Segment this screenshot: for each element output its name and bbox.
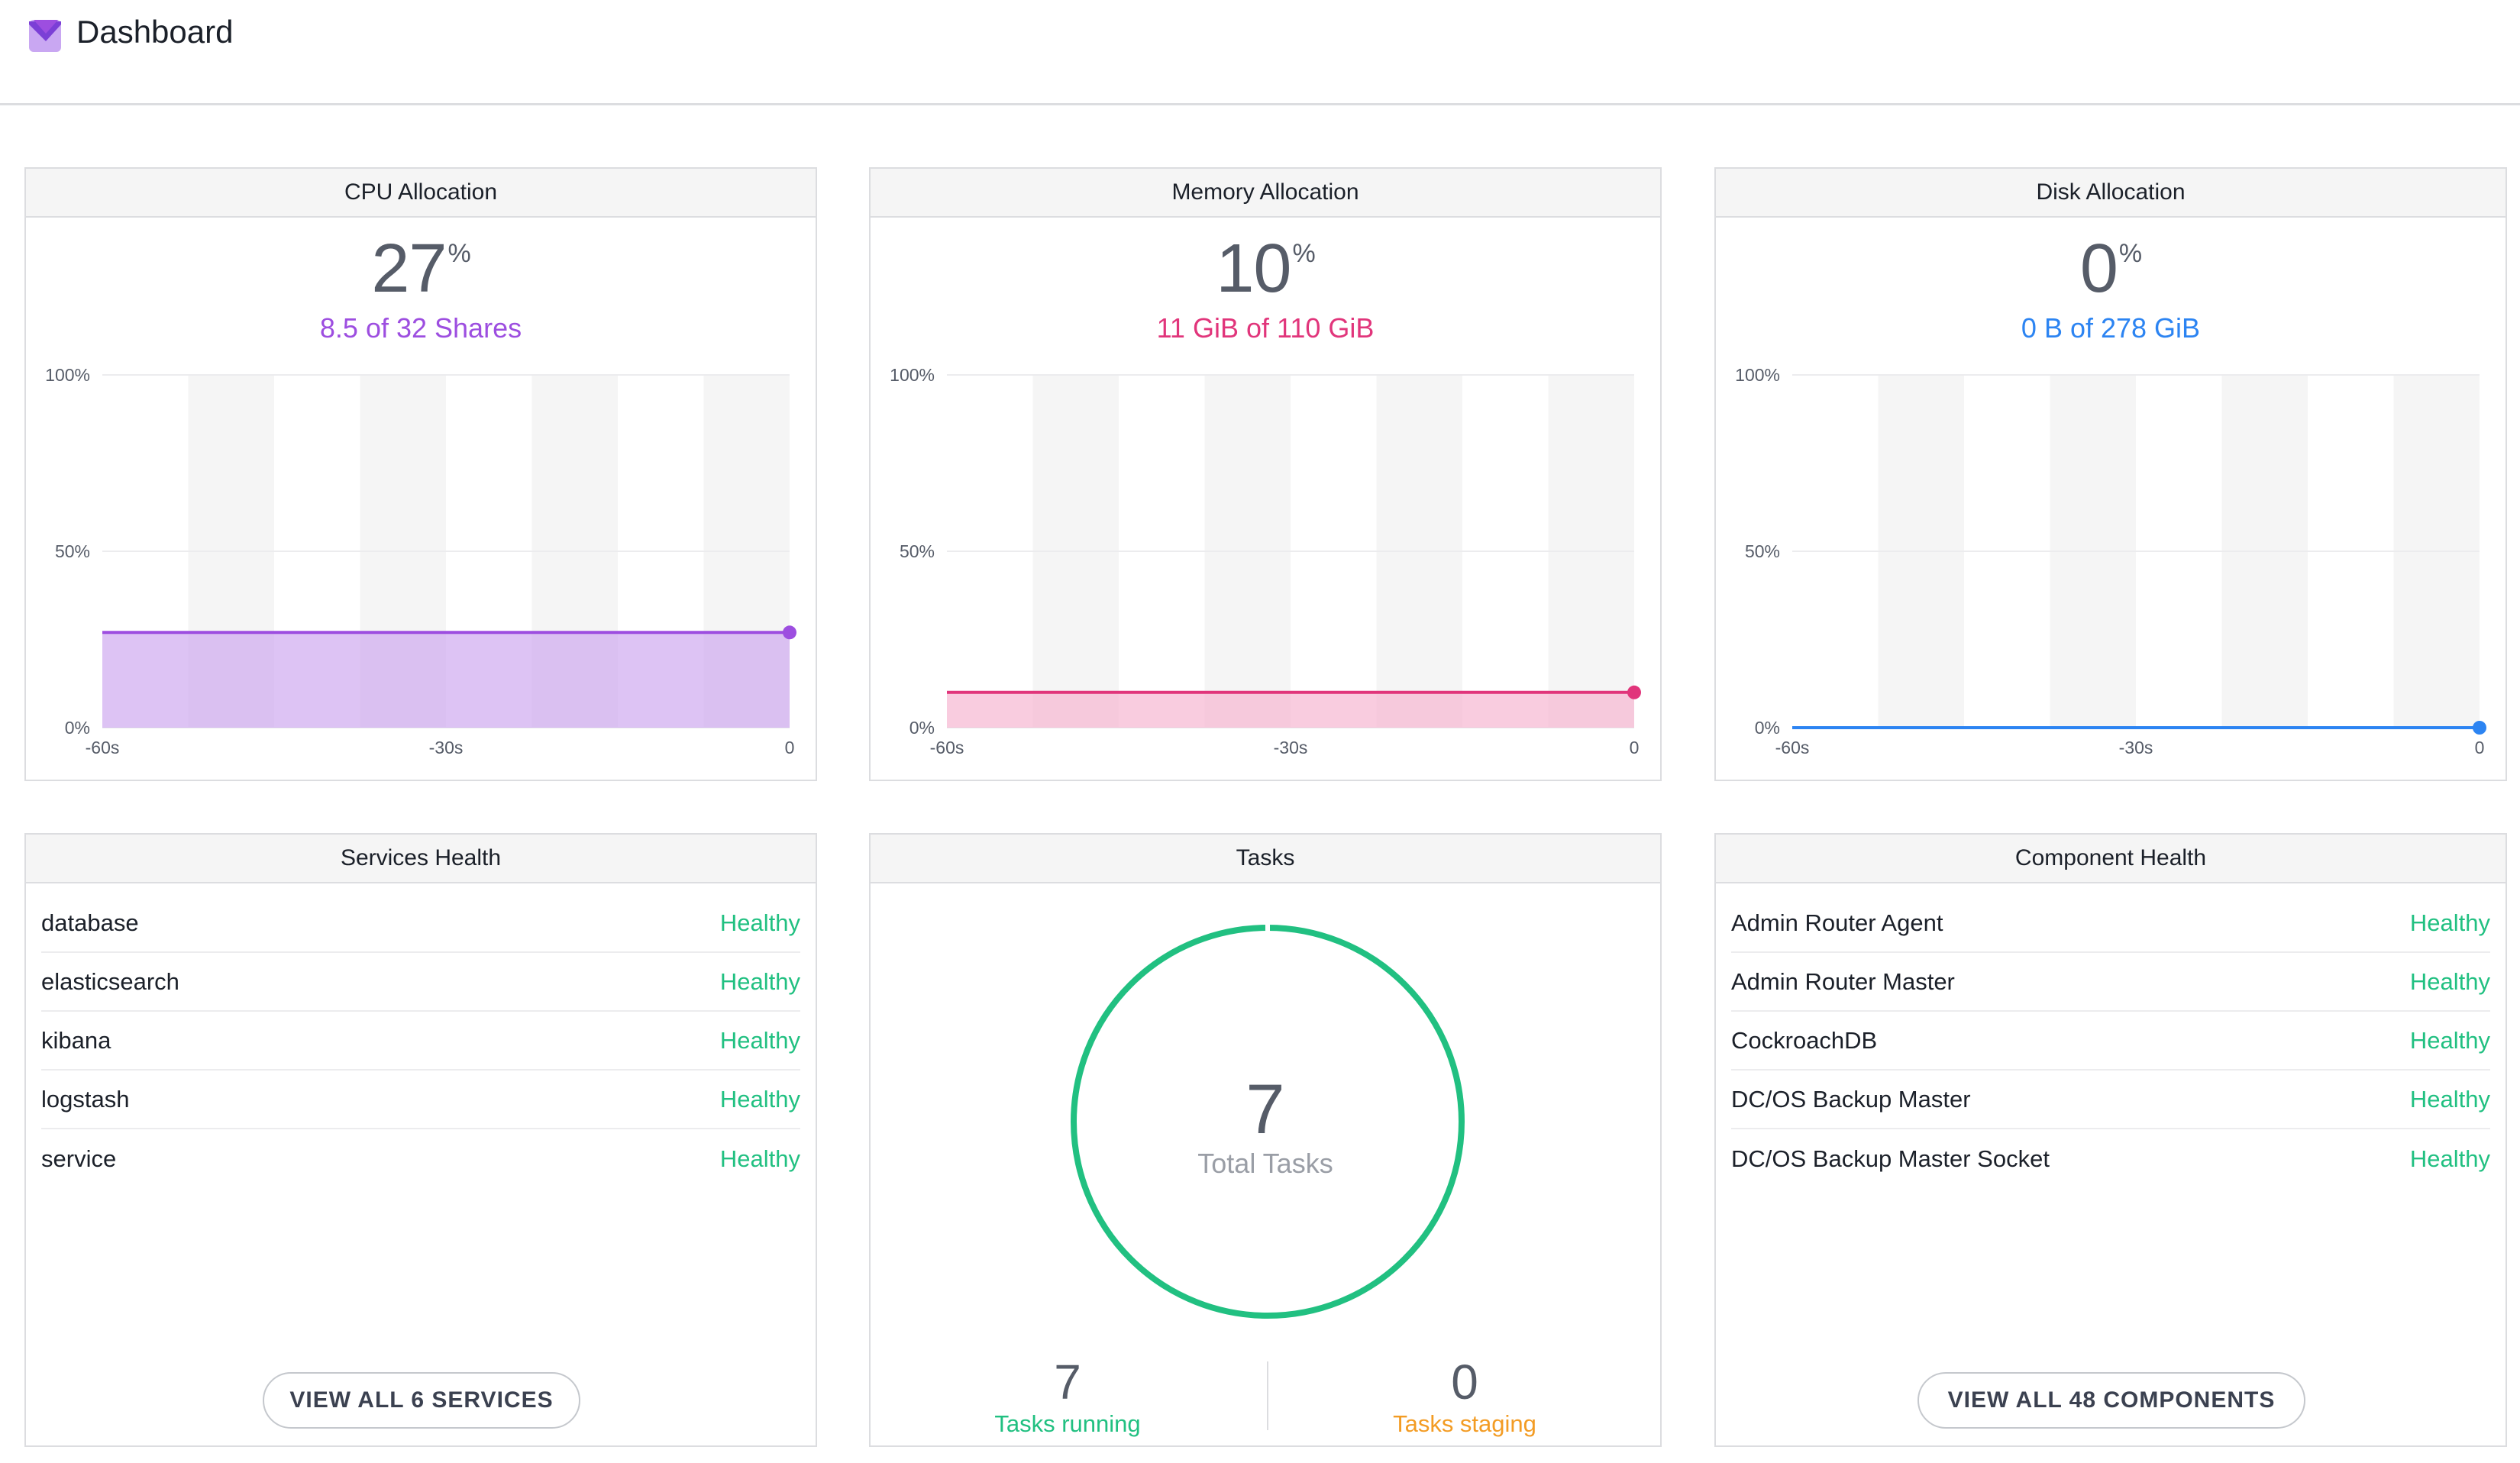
status-badge: Healthy bbox=[2409, 1085, 2490, 1113]
y-tick-label: 0% bbox=[65, 718, 90, 738]
list-item[interactable]: CockroachDB Healthy bbox=[1731, 1012, 2490, 1071]
status-badge: Healthy bbox=[2409, 909, 2490, 936]
memory-chart: 100% 50% 0%-60s -30s 0 bbox=[890, 365, 1641, 757]
components-list: Admin Router Agent Healthy Admin Router M… bbox=[1731, 894, 2490, 1188]
service-name[interactable]: kibana bbox=[41, 1026, 111, 1054]
view-all-services-button[interactable]: VIEW ALL 6 SERVICES bbox=[263, 1372, 580, 1429]
y-tick-label: 50% bbox=[900, 541, 935, 561]
list-item[interactable]: Admin Router Agent Healthy bbox=[1731, 894, 2490, 953]
component-name[interactable]: CockroachDB bbox=[1731, 1026, 1878, 1054]
list-item[interactable]: elasticsearch Healthy bbox=[41, 953, 800, 1012]
status-badge: Healthy bbox=[719, 967, 800, 995]
status-badge: Healthy bbox=[719, 1026, 800, 1054]
cpu-allocation-panel: CPU Allocation 27% 8.5 of 32 Shares 100%… bbox=[24, 167, 817, 781]
top-bar: Dashboard bbox=[0, 0, 2520, 105]
cpu-percentage: 27% bbox=[371, 231, 470, 307]
total-tasks-label: Total Tasks bbox=[1197, 1148, 1333, 1179]
panel-title: Services Health bbox=[26, 835, 816, 883]
x-tick-label: -30s bbox=[2119, 738, 2153, 757]
tasks-running-label: Tasks running bbox=[994, 1410, 1141, 1437]
status-badge: Healthy bbox=[719, 1085, 800, 1113]
tasks-ring-chart bbox=[1071, 922, 1465, 1430]
total-tasks-count: 7 bbox=[1245, 1071, 1285, 1148]
disk-allocation-panel: Disk Allocation 0% 0 B of 278 GiB 100% 50… bbox=[1714, 167, 2507, 781]
services-list: database Healthy elasticsearch Healthy kib… bbox=[41, 894, 800, 1188]
x-tick-label: -60s bbox=[930, 738, 964, 757]
cpu-shares: 8.5 of 32 Shares bbox=[319, 312, 522, 344]
status-badge: Healthy bbox=[2409, 1145, 2490, 1172]
tasks-panel: Tasks 7 Total Tasks 7 Tasks running 0 Ta… bbox=[869, 833, 1662, 1447]
component-name[interactable]: Admin Router Master bbox=[1731, 967, 1955, 995]
status-badge: Healthy bbox=[2409, 1026, 2490, 1054]
component-name[interactable]: Admin Router Agent bbox=[1731, 909, 1943, 936]
memory-allocation-panel: Memory Allocation 10% 11 GiB of 110 GiB … bbox=[869, 167, 1662, 781]
total-tasks: 7 Total Tasks bbox=[871, 1071, 1660, 1180]
view-all-components-button[interactable]: VIEW ALL 48 COMPONENTS bbox=[1917, 1372, 2305, 1429]
component-health-panel: Component Health Admin Router Agent Healt… bbox=[1714, 833, 2507, 1447]
service-name[interactable]: service bbox=[41, 1145, 117, 1172]
status-badge: Healthy bbox=[719, 909, 800, 936]
x-tick-label: 0 bbox=[1630, 738, 1640, 757]
y-tick-label: 0% bbox=[1755, 718, 1780, 738]
list-item[interactable]: Admin Router Master Healthy bbox=[1731, 953, 2490, 1012]
list-item[interactable]: DC/OS Backup Master Healthy bbox=[1731, 1071, 2490, 1129]
component-name[interactable]: DC/OS Backup Master bbox=[1731, 1085, 1971, 1113]
y-tick-label: 50% bbox=[55, 541, 90, 561]
x-tick-label: -60s bbox=[86, 738, 120, 757]
tasks-staging-count: 0 bbox=[1451, 1355, 1478, 1410]
panel-title: Tasks bbox=[871, 835, 1660, 883]
disk-chart: 100% 50% 0%-60s -30s 0 bbox=[1735, 365, 2486, 757]
panel-title: Disk Allocation bbox=[1716, 169, 2505, 218]
memory-percentage: 10% bbox=[1216, 231, 1315, 307]
series-endpoint[interactable] bbox=[783, 625, 796, 640]
area-fill bbox=[947, 692, 1634, 728]
list-item[interactable]: database Healthy bbox=[41, 894, 800, 953]
service-name[interactable]: elasticsearch bbox=[41, 967, 179, 995]
y-tick-label: 100% bbox=[1735, 365, 1780, 385]
x-tick-label: -60s bbox=[1775, 738, 1810, 757]
y-tick-label: 100% bbox=[45, 365, 90, 385]
y-tick-label: 0% bbox=[909, 718, 935, 738]
y-tick-label: 50% bbox=[1745, 541, 1780, 561]
y-tick-label: 100% bbox=[890, 365, 935, 385]
disk-usage: 0 B of 278 GiB bbox=[2021, 312, 2201, 344]
tasks-running-stat[interactable]: 7 Tasks running bbox=[871, 1354, 1265, 1438]
x-tick-label: 0 bbox=[2475, 738, 2485, 757]
list-item[interactable]: kibana Healthy bbox=[41, 1012, 800, 1071]
tasks-staging-label: Tasks staging bbox=[1393, 1410, 1536, 1437]
component-name[interactable]: DC/OS Backup Master Socket bbox=[1731, 1145, 2050, 1172]
series-endpoint[interactable] bbox=[1627, 685, 1641, 699]
page-title: Dashboard bbox=[76, 14, 234, 50]
x-tick-label: -30s bbox=[1274, 738, 1308, 757]
panel-title: Memory Allocation bbox=[871, 169, 1660, 218]
dcos-logo-icon[interactable] bbox=[27, 18, 63, 53]
x-tick-label: 0 bbox=[785, 738, 795, 757]
panel-title: CPU Allocation bbox=[26, 169, 816, 218]
status-badge: Healthy bbox=[2409, 967, 2490, 995]
list-item[interactable]: service Healthy bbox=[41, 1129, 800, 1188]
memory-usage: 11 GiB of 110 GiB bbox=[1156, 312, 1375, 344]
panel-title: Component Health bbox=[1716, 835, 2505, 883]
series-endpoint[interactable] bbox=[2473, 721, 2486, 735]
services-health-panel: Services Health database Healthy elastics… bbox=[24, 833, 817, 1447]
area-fill bbox=[102, 632, 790, 728]
list-item[interactable]: logstash Healthy bbox=[41, 1071, 800, 1129]
tasks-running-count: 7 bbox=[1054, 1355, 1081, 1410]
disk-percentage: 0% bbox=[2079, 231, 2142, 307]
cpu-chart: 100% 50% 0%-60s -30s 0 bbox=[45, 365, 796, 757]
list-item[interactable]: DC/OS Backup Master Socket Healthy bbox=[1731, 1129, 2490, 1188]
service-name[interactable]: logstash bbox=[41, 1085, 130, 1113]
service-name[interactable]: database bbox=[41, 909, 139, 936]
tasks-staging-stat[interactable]: 0 Tasks staging bbox=[1268, 1354, 1662, 1438]
status-badge: Healthy bbox=[719, 1145, 800, 1172]
x-tick-label: -30s bbox=[429, 738, 464, 757]
